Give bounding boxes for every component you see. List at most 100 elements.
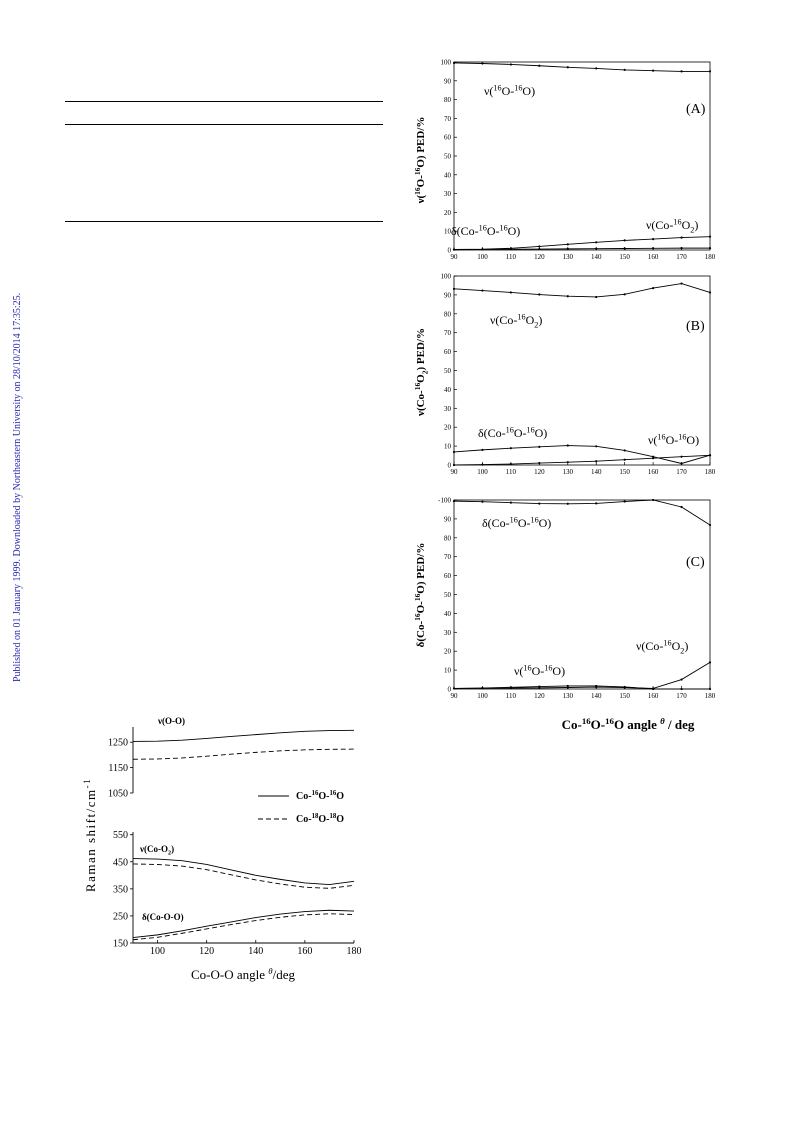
series-label-part: ): [684, 639, 688, 653]
x-tick-label: 140: [591, 253, 602, 261]
legend-label-16-part: Co-: [296, 791, 312, 802]
data-point: [595, 67, 598, 70]
data-point: [623, 449, 626, 452]
raman-x-axis-label-part: θ: [268, 966, 273, 976]
data-point: [452, 500, 456, 503]
legend-label-16-part: 16: [329, 790, 336, 797]
series-label-part: ν(: [648, 433, 657, 447]
x-tick-label: 180: [705, 692, 716, 700]
x-tick-label: 160: [648, 468, 659, 476]
y-axis-label-part: 16: [413, 167, 422, 175]
series-line: [453, 236, 711, 250]
ped-x-axis-label-part: 16: [582, 716, 591, 726]
table-header-rule: [65, 124, 383, 125]
series-label-part: O: [526, 313, 535, 327]
y-axis-label-part: 2: [420, 370, 429, 374]
data-point: [538, 293, 541, 296]
series-label-part: 16: [493, 83, 501, 92]
data-point: [481, 463, 484, 466]
series-label: δ(Co-16O-16O): [478, 425, 547, 440]
series-label: δ(Co-16O-16O): [482, 515, 551, 530]
ped-panel-A: 0 10 20 30 40 50 60 70 80 90 100 90 100 110 120 130 140 1…: [413, 59, 716, 262]
data-point: [566, 66, 569, 69]
y-tick-label: 350: [113, 884, 128, 895]
data-point: [680, 282, 683, 285]
y-tick-label: 10: [444, 228, 452, 236]
series-label-part: δ(Co-: [478, 426, 506, 440]
y-axis-label-part: ) PED/%: [415, 328, 427, 370]
series-label-part: 16: [517, 312, 525, 321]
legend-label-18: Co-18O-18O: [296, 813, 344, 825]
ped-panel-C: 0 10 20 30 40 50 60 70 80 90 -100 90 100 110 120 130 140…: [413, 497, 716, 701]
legend-label-16-part: O: [336, 791, 344, 802]
y-axis-label-part: 16: [413, 593, 422, 601]
data-point: [509, 501, 512, 504]
data-point: [509, 291, 512, 294]
raman-series-line: [132, 729, 355, 742]
series-label-part: ν(: [484, 84, 493, 98]
series-label-part: 2: [680, 647, 684, 656]
y-axis-label-part: 16: [413, 613, 422, 621]
x-tick-label: 150: [619, 253, 630, 261]
table-bottom-rule: [65, 221, 383, 222]
data-point: [595, 247, 598, 250]
x-tick-label: 150: [619, 468, 630, 476]
data-point: [652, 457, 655, 460]
y-axis-label-part: O: [415, 374, 427, 383]
series-label-part: δ(Co-: [451, 224, 479, 238]
x-tick-label: 140: [248, 946, 263, 957]
series-label-part: O-: [666, 433, 679, 447]
y-tick-label: 50: [444, 367, 452, 375]
series-label-part: 16: [673, 217, 681, 226]
series-line: [453, 454, 711, 466]
data-point: [680, 236, 683, 239]
y-tick-label: 30: [444, 190, 452, 198]
series-label-part: O-: [502, 84, 515, 98]
data-point: [509, 248, 512, 251]
data-point: [566, 686, 569, 689]
data-point: [481, 500, 484, 503]
y-axis-label-part: O-: [415, 175, 427, 188]
legend-label-18-part: Co-: [296, 814, 312, 825]
data-point: [452, 248, 456, 251]
y-tick-label: 70: [444, 329, 452, 337]
x-tick-label: 170: [676, 468, 687, 476]
y-tick-label: 40: [444, 386, 452, 394]
table-top-rule: [65, 101, 383, 102]
series-label: ν(16O-16O): [514, 663, 565, 678]
data-point: [566, 502, 569, 505]
y-tick-label: 80: [444, 534, 452, 542]
series-label-part: O-: [487, 224, 500, 238]
y-tick-label: 150: [113, 939, 128, 950]
series-label-part: 16: [506, 425, 514, 434]
x-tick-label: 180: [705, 253, 716, 261]
series-label: ν(16O-16O): [484, 83, 535, 98]
series-label-part: O): [522, 84, 535, 98]
y-tick-label: -100: [438, 497, 451, 505]
data-point: [452, 450, 456, 454]
y-tick-label: 1150: [108, 763, 128, 774]
series-label-part: 16: [510, 515, 518, 524]
data-point: [509, 462, 512, 466]
x-tick-label: 100: [477, 253, 488, 261]
series-label: ν(16O-16O): [648, 432, 699, 447]
data-point: [652, 687, 655, 691]
data-point: [452, 61, 456, 65]
data-point: [623, 293, 626, 296]
data-point: [452, 463, 456, 467]
y-tick-label: 60: [444, 134, 452, 142]
raman-series-line: [132, 863, 355, 889]
data-point: [680, 462, 683, 465]
series-label-part: ν(Co-: [646, 218, 673, 232]
raman-series-line: [132, 858, 355, 885]
y-tick-label: 10: [444, 667, 452, 675]
data-point: [680, 505, 683, 509]
y-tick-label: 10: [444, 443, 452, 451]
series-line: [453, 661, 711, 689]
series-label: δ(Co-16O-16O): [451, 223, 520, 238]
series-line: [453, 445, 711, 464]
legend-label-16: Co-16O-16O: [296, 790, 344, 802]
y-tick-label: 60: [444, 572, 452, 580]
data-point: [708, 235, 712, 238]
x-tick-label: 130: [563, 692, 574, 700]
